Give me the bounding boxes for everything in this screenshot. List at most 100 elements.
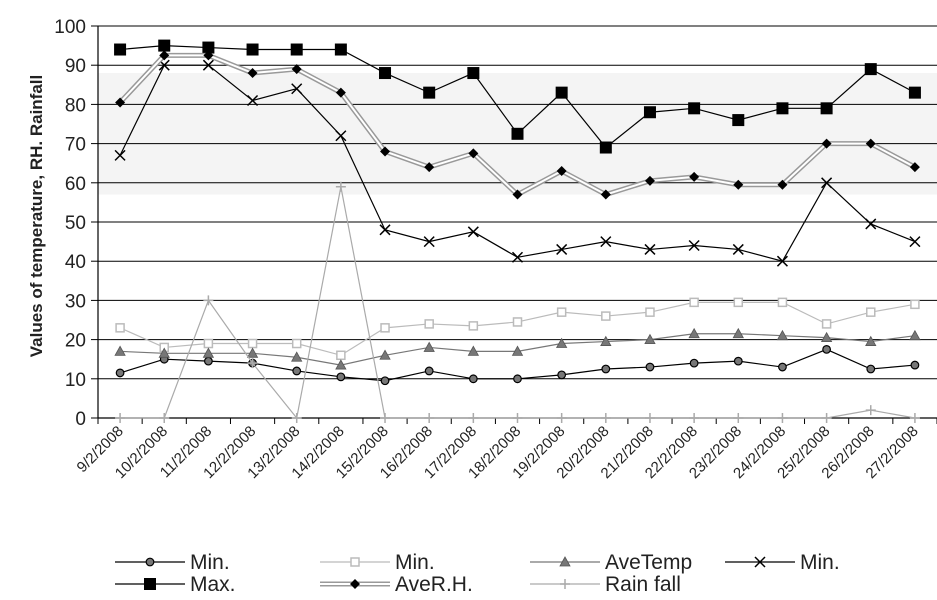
series-2-point-10 <box>555 337 568 348</box>
series-5-point-5 <box>335 87 346 98</box>
series-3-point-5 <box>335 130 347 142</box>
series-2-point-13 <box>688 327 700 339</box>
series-5-point-16 <box>821 138 832 149</box>
series-6-point-10 <box>556 413 567 423</box>
series-2-point-17 <box>865 335 877 346</box>
series-2-point-4 <box>291 351 303 362</box>
series-3-point-15 <box>776 255 788 267</box>
series-1-point-12 <box>645 307 655 317</box>
series-6-point-8 <box>468 413 479 423</box>
series-4-point-17 <box>864 63 877 76</box>
series-1-point-2 <box>203 338 214 349</box>
legend-entry-1: Min. <box>320 551 435 574</box>
legend-marker-0 <box>145 557 155 567</box>
series-5-point-11 <box>600 189 611 200</box>
y-tick-label-0: 0 <box>75 409 86 430</box>
series-3-point-17 <box>865 218 877 230</box>
series-6-point-0 <box>115 413 126 423</box>
series-3-point-6 <box>379 224 391 236</box>
series-3-point-9 <box>511 251 524 263</box>
y-axis-label: Values of temperature, RH. Rainfall <box>27 75 46 357</box>
series-5-point-10 <box>556 166 567 177</box>
legend-label-2: AveTemp <box>605 551 692 574</box>
legend-marker-6 <box>560 579 570 589</box>
series-0-point-4 <box>292 366 302 376</box>
series-1-point-16 <box>821 319 832 329</box>
series-4-point-5 <box>334 43 347 56</box>
series-5-point-6 <box>380 146 391 157</box>
series-4-point-0 <box>114 43 127 56</box>
series-3-point-16 <box>821 177 833 189</box>
series-6-point-3 <box>247 358 258 369</box>
y-tick-label-1: 10 <box>65 370 86 391</box>
series-2-point-8 <box>467 345 480 356</box>
series-0-point-6 <box>380 376 390 386</box>
legend-label-3: Min. <box>800 551 840 574</box>
series-2-point-5 <box>335 359 347 370</box>
series-5-point-0 <box>115 97 126 108</box>
series-3-point-3 <box>247 94 259 107</box>
series-6-point-6 <box>380 413 391 423</box>
series-1-point-0 <box>115 323 125 333</box>
series-2-point-0 <box>114 345 126 356</box>
y-tick-label-7: 70 <box>65 135 86 156</box>
series-2-point-18 <box>909 329 921 341</box>
series-2-point-7 <box>423 341 435 352</box>
series-5-point-17 <box>865 138 876 149</box>
y-tick-labels: 0 10 20 30 40 50 60 70 80 90 100 <box>54 17 86 430</box>
series-1-point-10 <box>556 307 567 317</box>
series-0-point-5 <box>336 372 346 382</box>
series-1-point-11 <box>601 311 611 321</box>
legend-marker-5 <box>350 579 360 589</box>
series-4-point-14 <box>732 114 745 127</box>
series-6-point-9 <box>512 413 523 423</box>
series-2-point-1 <box>158 347 170 358</box>
series-6-point-7 <box>424 413 435 423</box>
legend-marker-3 <box>754 556 766 568</box>
series-4-point-16 <box>820 102 833 115</box>
series-0-point-10 <box>557 370 567 380</box>
series-0-point-18 <box>910 360 920 370</box>
series-5-point-4 <box>291 64 302 75</box>
series-3 <box>114 59 921 267</box>
series-4-point-13 <box>688 102 701 115</box>
series-0-point-17 <box>866 364 876 374</box>
series-0-point-9 <box>513 374 522 384</box>
series-5-point-13 <box>689 171 700 182</box>
legend-label-4: Max. <box>190 573 236 596</box>
series-2-point-12 <box>644 333 656 345</box>
series-6-point-4 <box>291 413 302 423</box>
series-0-point-15 <box>778 362 787 372</box>
series-0-point-2 <box>203 356 213 366</box>
series-0-point-11 <box>601 364 611 374</box>
series-3-point-4 <box>291 83 303 95</box>
legend-label-5: AveR.H. <box>395 573 473 596</box>
series-6-point-14 <box>733 413 744 423</box>
series-4-point-4 <box>290 43 303 56</box>
series-6-point-17 <box>865 405 876 416</box>
series-6-point-13 <box>689 413 700 423</box>
series-4-point-6 <box>379 67 392 80</box>
legend-entry-5: AveR.H. <box>320 573 473 596</box>
series-1-point-4 <box>291 338 302 349</box>
series-1-point-18 <box>910 299 920 310</box>
series-5-point-9 <box>512 189 523 200</box>
series-5-point-7 <box>424 162 435 173</box>
series-4-point-12 <box>643 106 656 119</box>
series-3-point-2 <box>202 59 214 71</box>
series-1-point-9 <box>512 317 523 327</box>
series-3-point-11 <box>600 236 612 248</box>
legend-marker-1 <box>350 557 360 567</box>
series-0-point-14 <box>733 356 743 366</box>
series-3-point-7 <box>423 236 435 248</box>
series-5-point-8 <box>468 148 479 159</box>
y-tick-label-9: 90 <box>65 56 86 77</box>
series-1-point-17 <box>866 307 876 317</box>
series-2-point-15 <box>776 329 789 341</box>
y-tick-label-8: 80 <box>65 95 86 116</box>
series-4-point-2 <box>202 41 215 54</box>
series-0-point-0 <box>115 368 125 378</box>
series-5-point-18 <box>909 162 920 173</box>
y-tick-label-10: 100 <box>54 17 86 38</box>
